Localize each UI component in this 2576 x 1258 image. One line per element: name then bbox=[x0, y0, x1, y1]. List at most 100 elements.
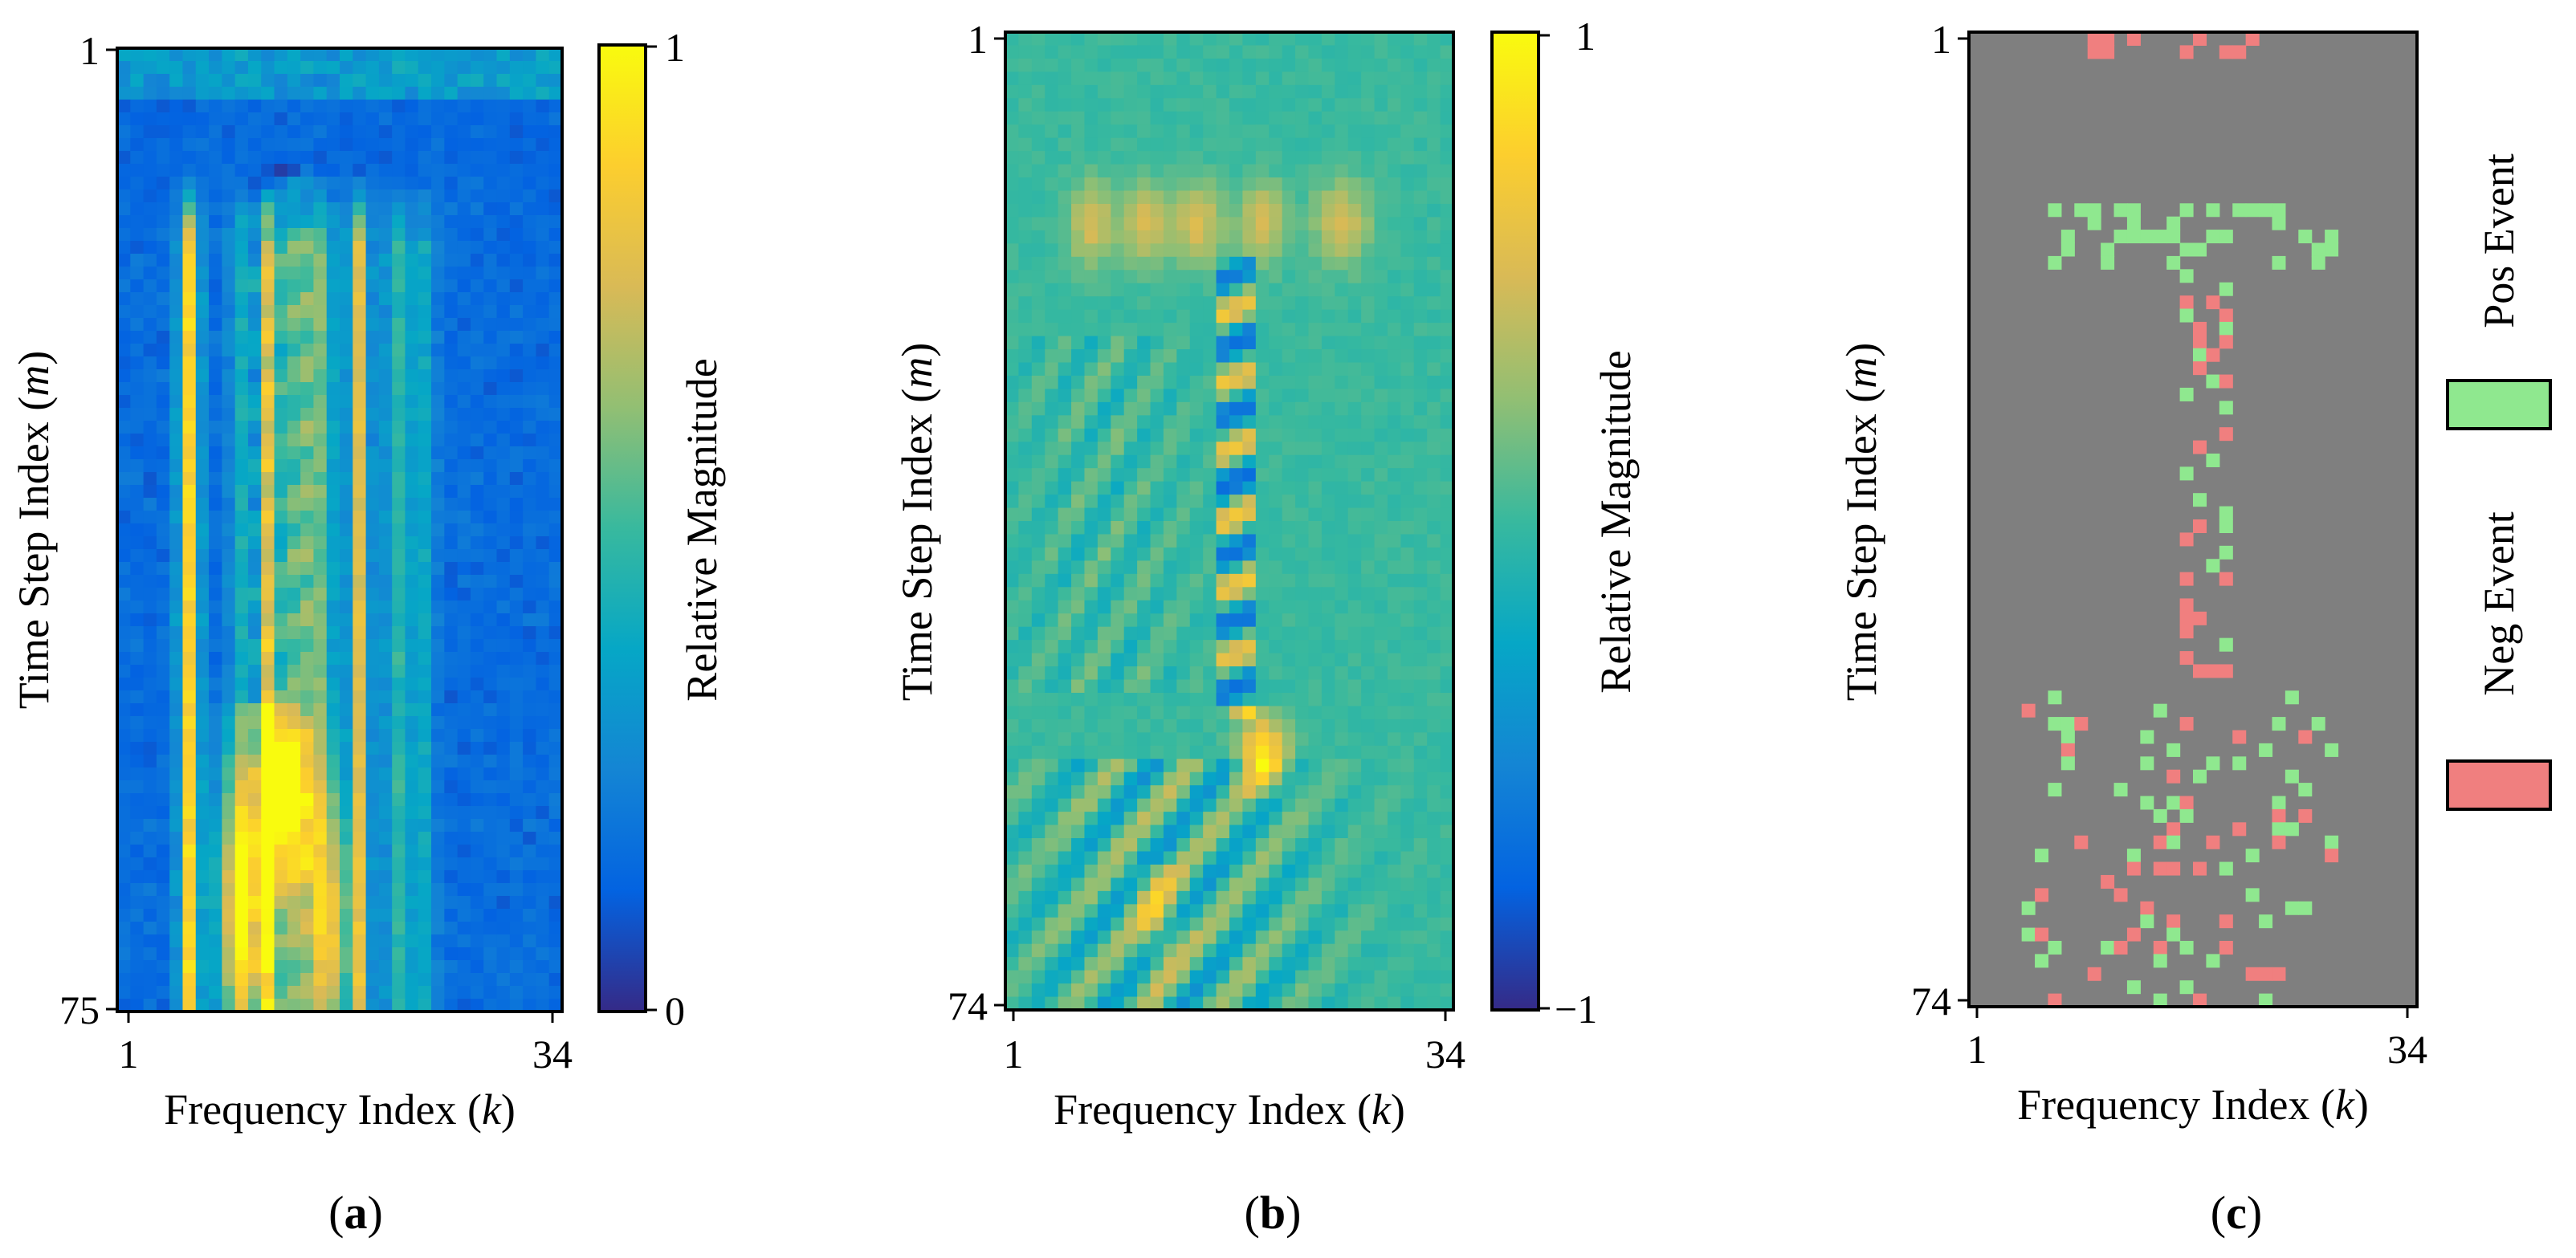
heatmap-b-cell bbox=[1163, 468, 1177, 482]
heatmap-b-cell bbox=[1282, 270, 1296, 284]
heatmap-b-cell bbox=[1203, 495, 1217, 509]
heatmap-b-cell bbox=[1005, 719, 1020, 733]
heatmap-b-cell bbox=[1176, 454, 1191, 469]
heatmap-a-cell bbox=[340, 100, 353, 113]
heatmap-a-cell bbox=[340, 857, 353, 871]
heatmap-a-cell bbox=[365, 857, 380, 871]
heatmap-a-cell bbox=[405, 690, 419, 704]
heatmap-a-cell bbox=[261, 896, 275, 910]
heatmap-a-cell bbox=[457, 177, 471, 190]
heatmap-b-cell bbox=[1216, 415, 1230, 430]
heatmap-a-cell bbox=[169, 202, 184, 216]
heatmap-a-cell bbox=[130, 61, 145, 75]
heatmap-b-cell bbox=[1413, 495, 1428, 509]
heatmap-b-cell bbox=[1361, 71, 1376, 86]
heatmap-b-cell bbox=[1150, 283, 1164, 297]
heatmap-b-cell bbox=[1071, 243, 1086, 258]
heatmap-b-cell bbox=[1321, 547, 1335, 561]
heatmap-a-cell bbox=[548, 421, 563, 434]
heatmap-a-cell bbox=[143, 922, 157, 935]
heatmap-a-cell bbox=[117, 613, 131, 627]
heatmap-a-cell bbox=[169, 344, 184, 357]
heatmap-a-cell bbox=[287, 588, 301, 601]
heatmap-a-cell bbox=[548, 369, 563, 383]
heatmap-b-cell bbox=[1269, 111, 1283, 125]
heatmap-a-cell bbox=[326, 960, 340, 974]
heatmap-b-cell bbox=[1335, 573, 1349, 588]
heatmap-a-cell bbox=[378, 164, 393, 177]
heatmap-a-cell bbox=[392, 446, 406, 460]
heatmap-b-cell bbox=[1427, 256, 1441, 271]
heatmap-b-cell bbox=[1282, 785, 1296, 800]
heatmap-b-cell bbox=[1071, 626, 1086, 641]
heatmap-a-cell bbox=[274, 344, 288, 357]
heatmap-a-cell bbox=[300, 395, 315, 409]
heatmap-a-cell bbox=[483, 601, 498, 614]
heatmap-a-cell bbox=[378, 883, 393, 897]
heatmap-a-cell bbox=[130, 742, 145, 755]
heatmap-a-cell bbox=[195, 588, 210, 601]
heatmap-a-cell bbox=[340, 382, 353, 396]
heatmap-a-cell bbox=[326, 472, 340, 486]
heatmap-b-cell bbox=[1216, 454, 1230, 469]
heatmap-b-cell bbox=[1189, 692, 1204, 707]
heatmap-a-cell bbox=[234, 254, 249, 267]
heatmap-b-cell bbox=[1242, 203, 1257, 218]
heatmap-a-cell bbox=[431, 356, 445, 370]
heatmap-b-cell bbox=[1321, 375, 1335, 390]
heatmap-a-cell bbox=[431, 896, 445, 910]
heatmap-a-cell bbox=[523, 652, 537, 666]
heatmap-b-cell bbox=[1137, 243, 1151, 258]
heatmap-b-cell bbox=[1255, 785, 1270, 800]
heatmap-b-cell bbox=[1361, 230, 1376, 244]
heatmap-a-cell bbox=[326, 434, 340, 447]
heatmap-a-cell bbox=[365, 267, 380, 280]
heatmap-b-cell bbox=[1229, 283, 1244, 297]
heatmap-b-cell bbox=[1045, 177, 1059, 192]
heatmap-a-cell bbox=[548, 690, 563, 704]
heatmap-b-cell bbox=[1308, 217, 1323, 231]
heatmap-a-cell bbox=[378, 382, 393, 396]
heatmap-b-cell bbox=[1203, 336, 1217, 350]
heatmap-b-cell bbox=[1282, 824, 1296, 839]
heatmap-a-cell bbox=[182, 331, 197, 344]
heatmap-b-cell bbox=[1269, 666, 1283, 681]
heatmap-b-cell bbox=[1427, 573, 1441, 588]
heatmap-b-cell bbox=[1097, 203, 1111, 218]
heatmap-b-cell bbox=[1150, 679, 1164, 694]
heatmap-b-cell bbox=[1427, 468, 1441, 482]
heatmap-a-cell bbox=[326, 870, 340, 884]
heatmap-b-cell bbox=[1189, 798, 1204, 812]
heatmap-a-cell bbox=[405, 870, 419, 884]
heatmap-a-cell bbox=[209, 472, 222, 486]
heatmap-a-cell bbox=[326, 305, 340, 319]
heatmap-b-cell bbox=[1045, 151, 1059, 165]
heatmap-b-cell bbox=[1269, 930, 1283, 945]
heatmap-a-cell bbox=[496, 292, 511, 306]
heatmap-a-cell bbox=[313, 356, 328, 370]
heatmap-a-cell bbox=[431, 601, 445, 614]
heatmap-a-cell bbox=[548, 151, 563, 165]
heatmap-b-cell bbox=[1005, 98, 1020, 112]
heatmap-b-cell bbox=[1427, 613, 1441, 628]
heatmap-a-cell bbox=[523, 498, 537, 511]
heatmap-a-cell bbox=[209, 793, 222, 807]
heatmap-a-cell bbox=[261, 639, 275, 653]
heatmap-b-cell bbox=[1216, 534, 1230, 548]
heatmap-a-cell bbox=[313, 112, 328, 126]
heatmap-b-cell bbox=[1295, 124, 1310, 139]
heatmap-b-cell bbox=[1111, 692, 1125, 707]
heatmap-a-cell bbox=[418, 241, 432, 254]
heatmap-b-cell bbox=[1440, 177, 1454, 192]
heatmap-a-cell bbox=[182, 947, 197, 961]
heatmap-a-cell bbox=[536, 716, 550, 730]
heatmap-b-cell bbox=[1308, 745, 1323, 759]
heatmap-a-cell bbox=[117, 189, 131, 203]
heatmap-a-cell bbox=[523, 485, 537, 499]
heatmap-b-cell bbox=[1427, 666, 1441, 681]
heatmap-a-cell bbox=[143, 755, 157, 768]
heatmap-a-cell bbox=[182, 344, 197, 357]
heatmap-a-cell bbox=[169, 960, 184, 974]
heatmap-a-cell bbox=[156, 986, 170, 999]
heatmap-b-cell bbox=[1295, 401, 1310, 416]
